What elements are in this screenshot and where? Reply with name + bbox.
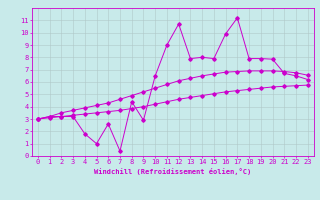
X-axis label: Windchill (Refroidissement éolien,°C): Windchill (Refroidissement éolien,°C) [94, 168, 252, 175]
